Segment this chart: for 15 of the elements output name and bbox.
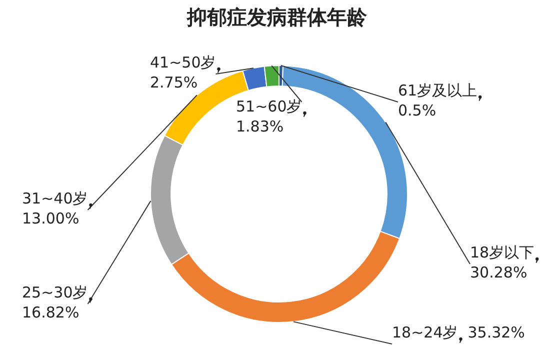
data-label: 2.75% bbox=[150, 73, 198, 92]
slice-label: 18~24岁 bbox=[392, 323, 458, 342]
slice-label: 25~30岁 bbox=[22, 283, 88, 302]
data-label: 30.28% bbox=[470, 263, 528, 282]
slice-label: 41~50岁 bbox=[150, 53, 216, 72]
slice-label: 51~60岁 bbox=[236, 97, 302, 116]
data-label: 1.83% bbox=[236, 117, 284, 136]
data-label: 16.82% bbox=[22, 303, 80, 322]
data-label: 13.00% bbox=[22, 209, 80, 228]
slice-label: 61岁及以上 bbox=[398, 81, 478, 100]
slice-label: 18岁以下 bbox=[470, 243, 534, 262]
data-label: 0.5% bbox=[398, 101, 436, 120]
chart-title: 抑郁症发病群体年龄 bbox=[186, 4, 368, 31]
slice-label: 31~40岁 bbox=[22, 189, 88, 208]
data-label: 35.32% bbox=[468, 323, 525, 342]
